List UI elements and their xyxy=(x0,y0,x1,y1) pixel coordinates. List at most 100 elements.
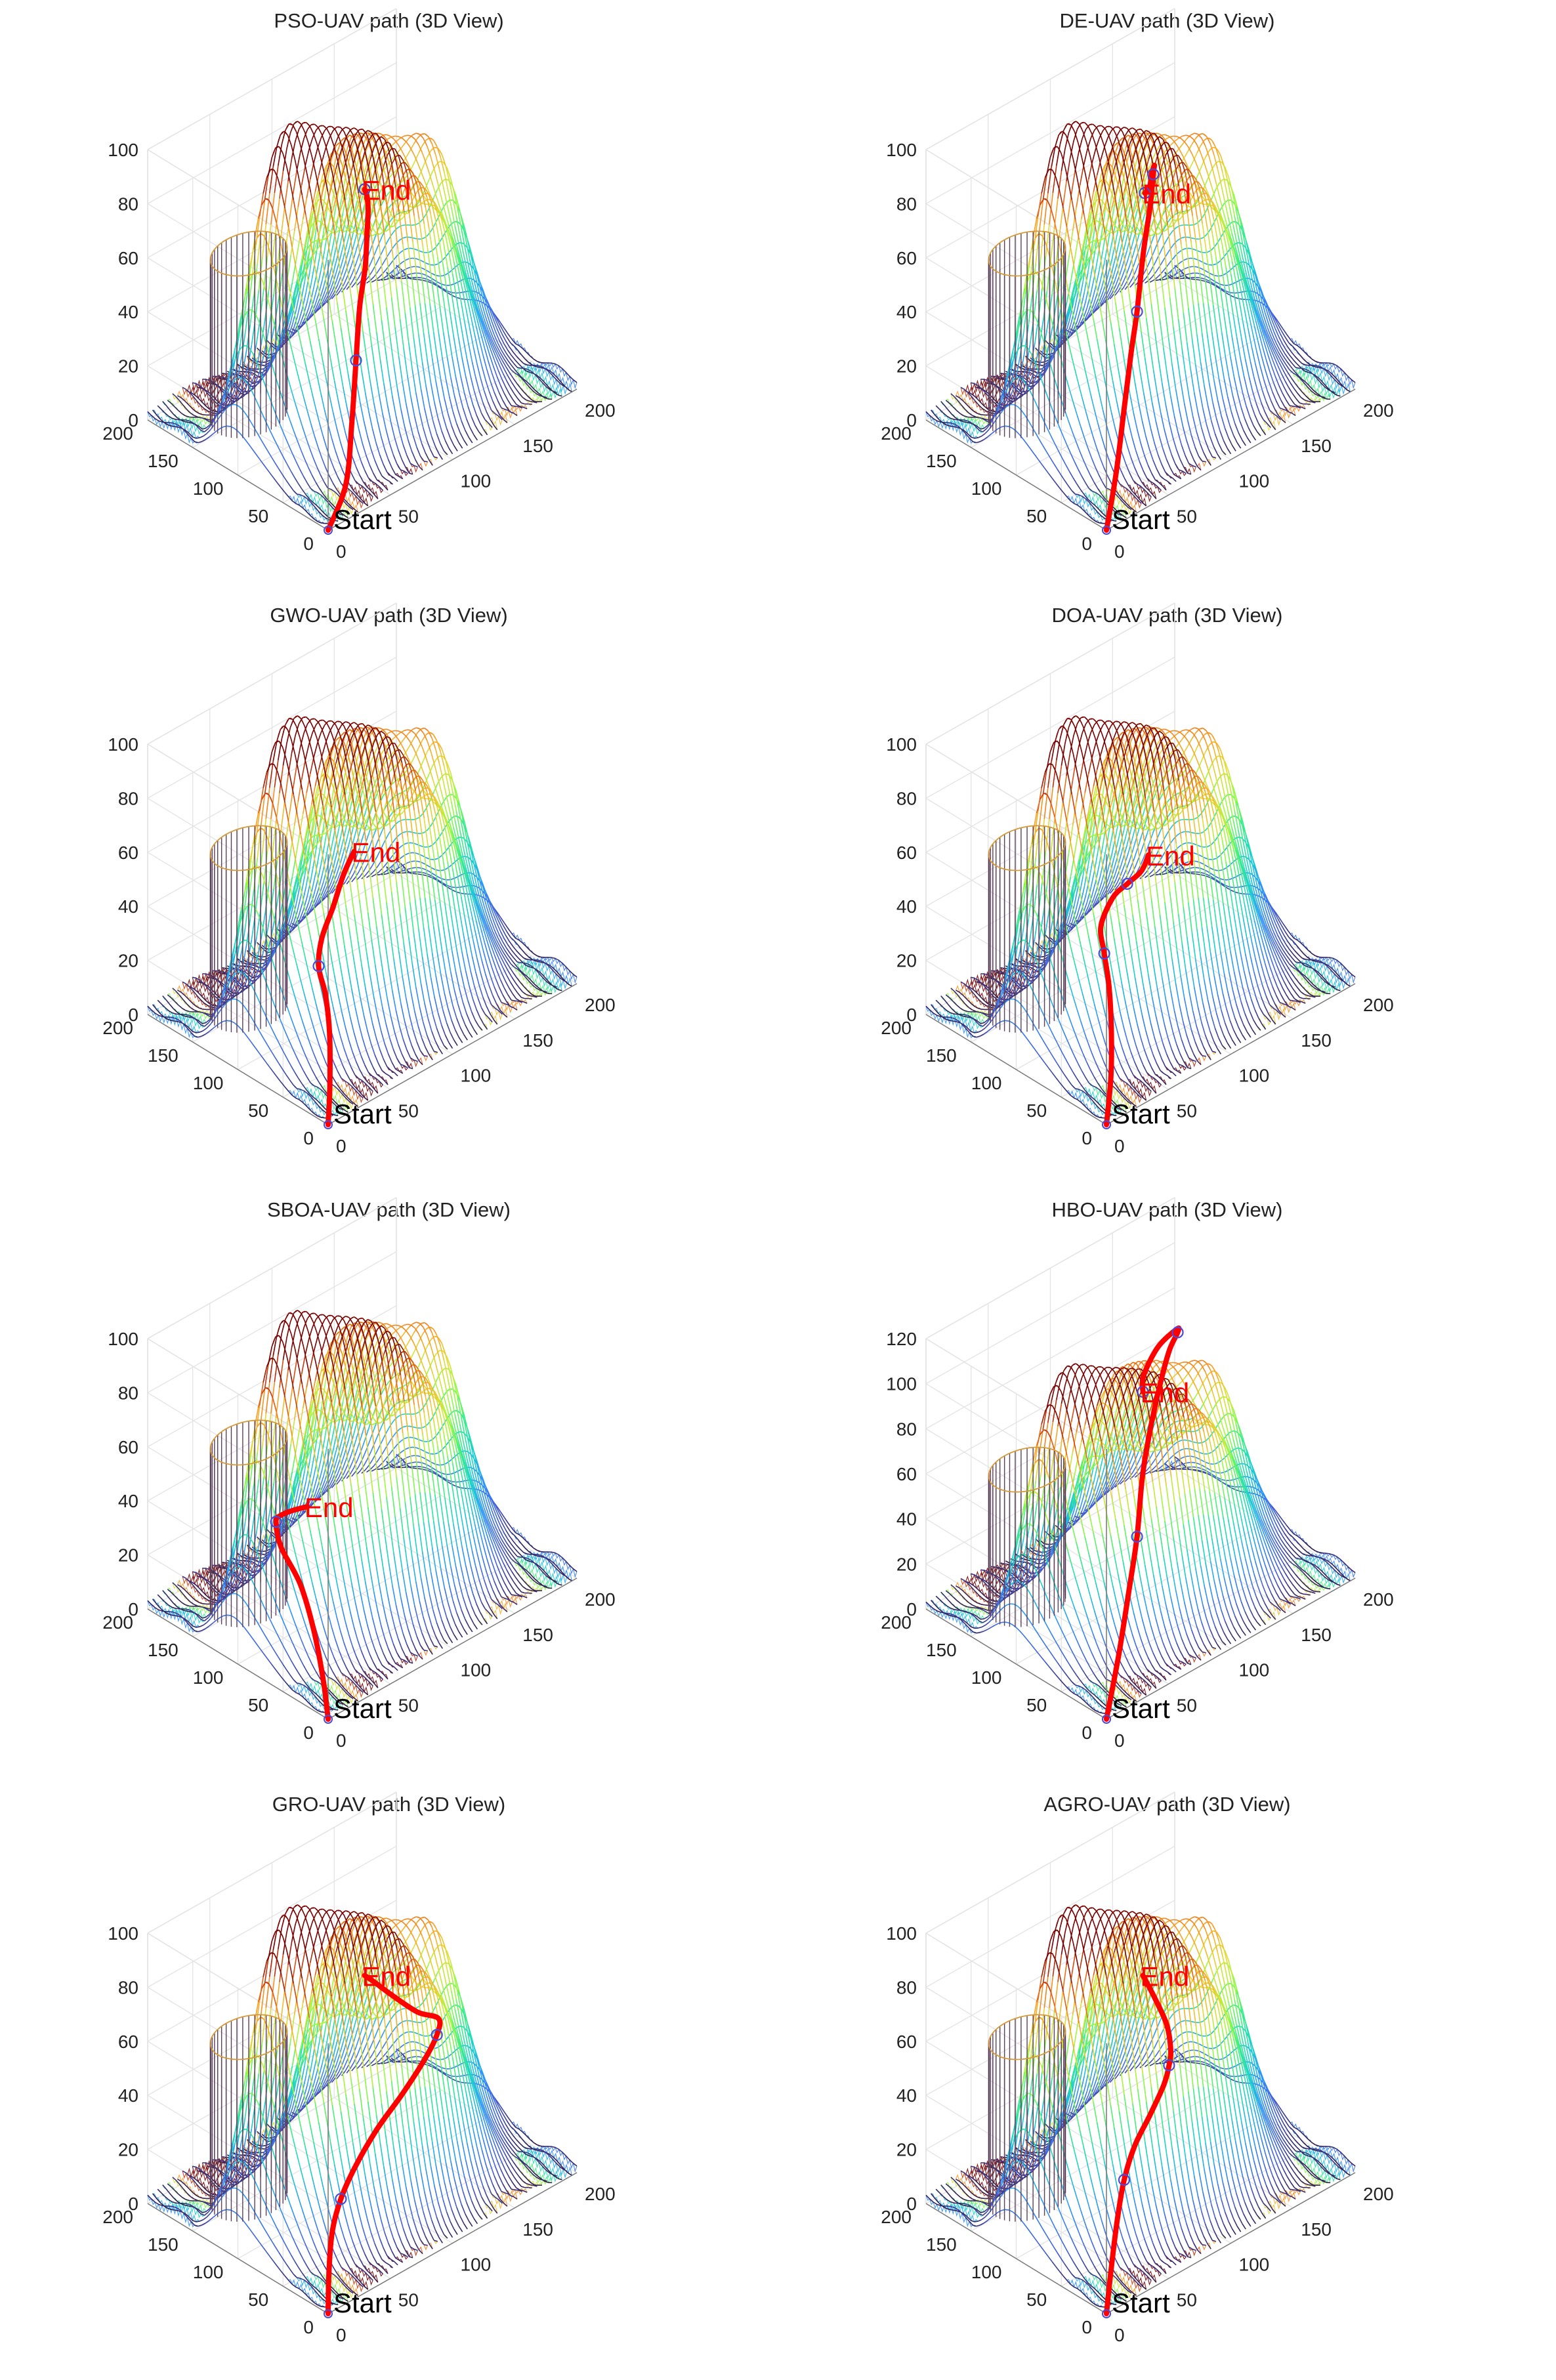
mesh-segment xyxy=(513,393,518,399)
mesh-segment xyxy=(1013,385,1019,396)
mesh-segment xyxy=(1129,224,1134,232)
mesh-segment xyxy=(471,257,476,274)
mesh-segment xyxy=(499,415,504,420)
mesh-segment xyxy=(1266,310,1271,322)
mesh-segment xyxy=(1094,202,1099,219)
mesh-segment xyxy=(421,190,427,207)
mesh-segment xyxy=(263,381,268,392)
mesh-segment xyxy=(1099,130,1104,138)
mesh-segment xyxy=(173,413,178,419)
mesh-segment xyxy=(1118,217,1123,242)
mesh-segment xyxy=(1183,312,1188,343)
mesh-segment xyxy=(498,353,503,361)
mesh-segment xyxy=(467,406,473,417)
x-axis-line xyxy=(327,388,578,531)
mesh-segment xyxy=(1198,455,1203,462)
mesh-segment xyxy=(454,225,459,243)
mesh-segment xyxy=(1123,228,1127,232)
mesh-segment xyxy=(1351,379,1356,383)
mesh-segment xyxy=(283,457,288,466)
mesh-segment xyxy=(1220,287,1225,291)
mesh-segment xyxy=(1074,152,1080,172)
mesh-segment xyxy=(347,373,352,395)
mesh-segment xyxy=(255,453,261,460)
mesh-segment xyxy=(1254,308,1259,320)
mesh-segment xyxy=(1137,240,1143,253)
mesh-segment xyxy=(1156,154,1162,166)
mesh-segment xyxy=(358,193,363,219)
mesh-segment xyxy=(1125,201,1130,214)
mesh-segment xyxy=(309,341,314,360)
mesh-segment xyxy=(1200,245,1206,275)
mesh-segment xyxy=(436,433,441,444)
mesh-segment xyxy=(360,498,365,503)
mesh-segment xyxy=(410,135,415,140)
mesh-segment xyxy=(1140,486,1145,490)
mesh-segment xyxy=(336,290,341,296)
mesh-segment xyxy=(352,152,358,165)
mesh-segment xyxy=(511,365,516,371)
mesh-segment xyxy=(354,133,359,136)
mesh-segment xyxy=(398,155,403,169)
mesh-segment xyxy=(1096,127,1101,135)
mesh-segment xyxy=(344,514,348,518)
mesh-segment xyxy=(1129,250,1135,278)
mesh-segment xyxy=(1130,211,1135,222)
mesh-segment xyxy=(286,133,291,149)
mesh-segment xyxy=(392,213,398,223)
mesh-segment xyxy=(1097,302,1102,309)
mesh-segment xyxy=(1259,334,1264,349)
mesh-segment xyxy=(1085,313,1091,320)
z-tick-label: 80 xyxy=(118,194,138,214)
mesh-segment xyxy=(1219,178,1224,184)
mesh-segment xyxy=(1145,138,1150,149)
mesh-segment xyxy=(437,182,442,198)
mesh-segment xyxy=(205,418,209,421)
mesh-segment xyxy=(1181,445,1186,456)
mesh-segment xyxy=(531,399,536,402)
mesh-segment xyxy=(367,318,373,346)
mesh-segment xyxy=(202,427,206,430)
mesh-segment xyxy=(1293,343,1298,346)
mesh-segment xyxy=(1341,385,1346,388)
mesh-segment xyxy=(1156,152,1161,173)
mesh-segment xyxy=(292,331,297,336)
mesh-segment xyxy=(299,314,305,325)
mesh-segment xyxy=(301,194,306,215)
mesh-segment xyxy=(1259,413,1264,420)
mesh-segment xyxy=(315,173,320,192)
mesh-segment xyxy=(549,388,554,392)
mesh-segment xyxy=(1231,264,1236,269)
mesh-segment xyxy=(400,409,406,427)
mesh-segment xyxy=(549,370,555,375)
mesh-segment xyxy=(383,464,388,472)
mesh-segment xyxy=(429,405,434,421)
mesh-segment xyxy=(408,209,412,214)
mesh-segment xyxy=(474,335,479,352)
mesh-segment xyxy=(989,383,994,385)
mesh-segment xyxy=(251,449,257,455)
mesh-segment xyxy=(244,439,249,445)
mesh-segment xyxy=(971,396,976,402)
mesh-segment xyxy=(324,409,329,426)
mesh-segment xyxy=(1151,272,1156,278)
mesh-segment xyxy=(264,340,270,353)
mesh-segment xyxy=(1183,156,1188,165)
mesh-segment xyxy=(1288,369,1293,373)
mesh-segment xyxy=(1230,242,1236,255)
mesh-segment xyxy=(347,201,352,214)
mesh-segment xyxy=(378,146,383,157)
mesh-segment xyxy=(1198,259,1202,262)
mesh-segment xyxy=(466,282,471,295)
mesh-segment xyxy=(1167,224,1172,257)
mesh-segment xyxy=(310,502,316,508)
mesh-segment xyxy=(219,393,224,405)
mesh-segment xyxy=(1094,198,1099,204)
mesh-segment xyxy=(311,123,315,125)
mesh-segment xyxy=(1053,146,1058,149)
mesh-segment xyxy=(1213,154,1218,169)
mesh-segment xyxy=(322,514,327,519)
mesh-segment xyxy=(399,319,404,349)
mesh-segment xyxy=(1119,287,1124,293)
mesh-segment xyxy=(416,173,421,182)
